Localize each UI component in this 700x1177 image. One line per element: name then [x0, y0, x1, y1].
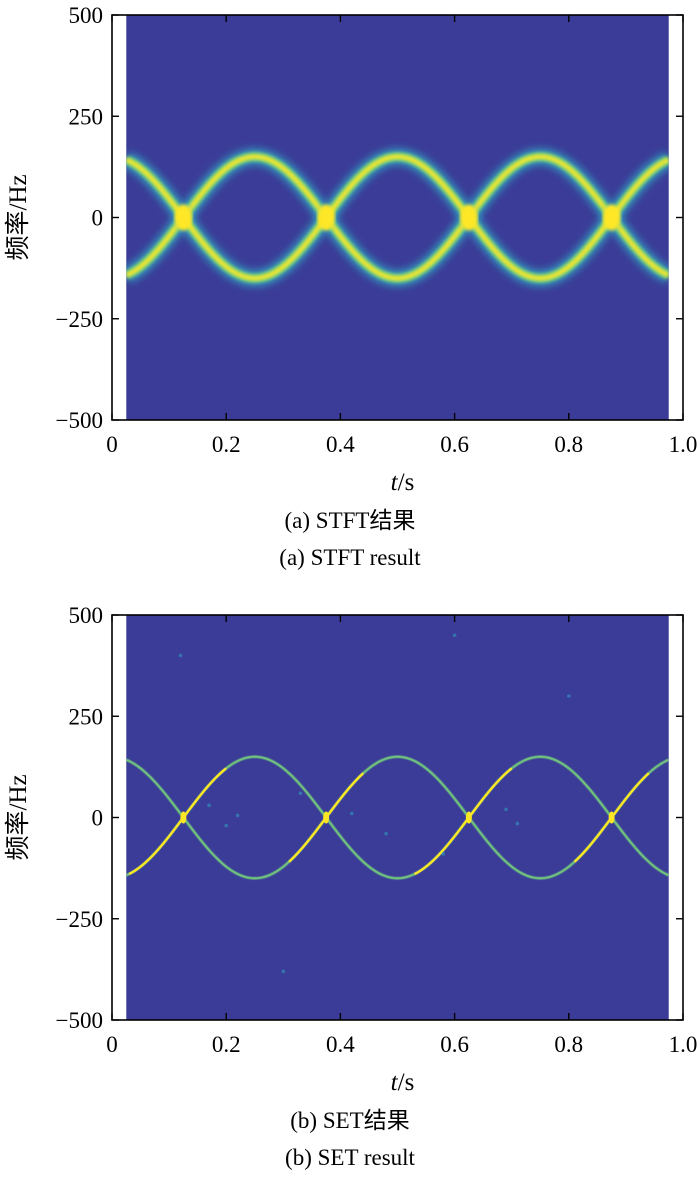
- y-axis-label: 频率/Hz: [4, 774, 32, 860]
- speckle-12: [567, 694, 571, 698]
- y-tick-label-2: 0: [92, 806, 104, 831]
- crossing-point-4: [602, 204, 621, 231]
- crossing-point-2: [317, 204, 336, 231]
- heatmap-background: [126, 615, 669, 1020]
- x-tick-label-4: 0.8: [554, 432, 583, 457]
- caption-cn-b: (b) SET结果: [290, 1108, 410, 1133]
- caption-en-b: (b) SET result: [285, 1145, 415, 1170]
- speckle-6: [384, 831, 388, 836]
- crossing-point-3: [465, 811, 472, 824]
- speckle-9: [441, 852, 445, 856]
- y-tick-label-2: 0: [92, 206, 104, 231]
- x-tick-label-2: 0.4: [326, 432, 355, 457]
- x-tick-label-5: 1.0: [669, 1032, 698, 1057]
- y-tick-label-3: −250: [56, 907, 103, 932]
- speckle-4: [298, 791, 303, 795]
- heatmap-background: [126, 15, 669, 420]
- speckle-5: [350, 811, 354, 816]
- y-tick-label-0: 500: [69, 3, 104, 28]
- set-panel: 0 0.2 0.4 0.6 0.8 1.0 500 250 0 −250 −500 频率/Hz t/s …: [0, 600, 700, 1177]
- speckle-3: [235, 813, 240, 818]
- crossing-point-3: [459, 204, 478, 231]
- ridge-highlight-3: [414, 767, 513, 876]
- speckle-11: [281, 969, 286, 974]
- stft-panel: 0 0.2 0.4 0.6 0.8 1.0 500 250 0 −250 −500 频率/Hz t/s …: [4, 3, 698, 570]
- x-tick-label-1: 0.2: [212, 432, 241, 457]
- speckle-2: [224, 823, 228, 828]
- stft-chart: 0 0.2 0.4 0.6 0.8 1.0 500 250 0 −250 −500 频率/Hz t/s: [4, 3, 698, 496]
- speckle-13: [452, 633, 457, 638]
- y-tick-label-3: −250: [56, 307, 103, 332]
- crossing-point-2: [323, 811, 330, 824]
- x-axis-label: t/s: [391, 1069, 415, 1096]
- x-tick-label-5: 1.0: [669, 432, 698, 457]
- x-tick-label-2: 0.4: [326, 1032, 355, 1057]
- speckle-8: [515, 821, 520, 826]
- crossing-point-1: [180, 811, 187, 824]
- ridge-component-2-core: [126, 154, 669, 281]
- x-tick-label-3: 0.6: [440, 1032, 469, 1057]
- speckle-10: [178, 653, 183, 658]
- x-axis-label: t/s: [391, 469, 415, 496]
- y-tick-label-4: −500: [56, 408, 103, 433]
- ridge-component-1-core: [126, 154, 669, 281]
- y-tick-label-0: 500: [69, 603, 104, 628]
- ridge-highlight-1: [128, 767, 227, 876]
- x-tick-label-4: 0.8: [554, 1032, 583, 1057]
- crossing-point-1: [174, 204, 193, 231]
- x-tick-label-0: 0: [106, 1032, 118, 1057]
- speckle-1: [207, 803, 211, 808]
- set-chart: 0 0.2 0.4 0.6 0.8 1.0 500 250 0 −250 −500 频率/Hz t/s: [4, 603, 698, 1096]
- crossing-point-4: [608, 811, 615, 824]
- caption-cn-a: (a) STFT结果: [284, 508, 416, 533]
- x-tick-label-3: 0.6: [440, 432, 469, 457]
- ridge-group: [126, 633, 669, 974]
- y-tick-label-1: 250: [69, 704, 104, 729]
- caption-en-a: (a) STFT result: [279, 545, 421, 570]
- x-tick-label-0: 0: [106, 432, 118, 457]
- speckle-7: [504, 807, 508, 812]
- y-axis-label: 频率/Hz: [4, 174, 32, 260]
- ridge-group: [126, 148, 669, 287]
- y-tick-label-1: 250: [69, 104, 104, 129]
- x-tick-label-1: 0.2: [212, 1032, 241, 1057]
- y-tick-label-4: −500: [56, 1008, 103, 1033]
